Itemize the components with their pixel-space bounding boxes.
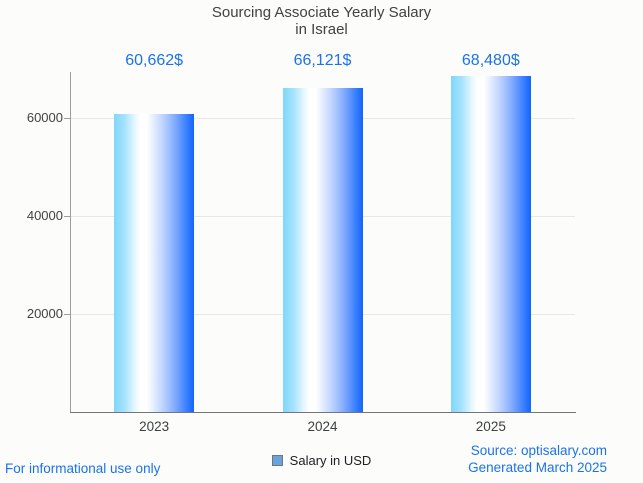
y-tick-label: 20000	[26, 305, 63, 321]
chart-title: Sourcing Associate Yearly Salary in Isra…	[0, 4, 643, 38]
legend: Salary in USD	[0, 453, 643, 468]
bar-value-label: 68,480$	[461, 52, 520, 69]
bar	[282, 87, 363, 412]
source-block: Source: optisalary.com Generated March 2…	[468, 443, 607, 476]
y-tick-label: 60000	[26, 109, 63, 125]
y-tick-mark	[64, 215, 70, 217]
x-tick-label: 2025	[475, 419, 506, 434]
bar-value-label: 66,121$	[293, 52, 352, 69]
legend-label: Salary in USD	[289, 453, 372, 468]
bar-value-label: 60,662$	[125, 52, 184, 69]
y-tick-mark	[64, 117, 70, 119]
source-link[interactable]: Source: optisalary.com	[470, 443, 607, 458]
x-tick-label: 2024	[307, 419, 338, 434]
y-tick-mark	[64, 313, 70, 315]
x-axis-line	[70, 412, 576, 413]
chart-title-line2: in Israel	[295, 21, 348, 38]
generated-date: Generated March 2025	[468, 459, 607, 475]
legend-marker-square	[271, 455, 283, 466]
disclaimer-text: For informational use only	[5, 461, 161, 476]
y-axis-line	[70, 72, 71, 412]
bar	[114, 114, 195, 412]
bar	[450, 76, 531, 412]
y-tick-label: 40000	[26, 207, 63, 223]
x-tick-label: 2023	[139, 419, 170, 434]
chart-title-line1: Sourcing Associate Yearly Salary	[211, 4, 432, 21]
